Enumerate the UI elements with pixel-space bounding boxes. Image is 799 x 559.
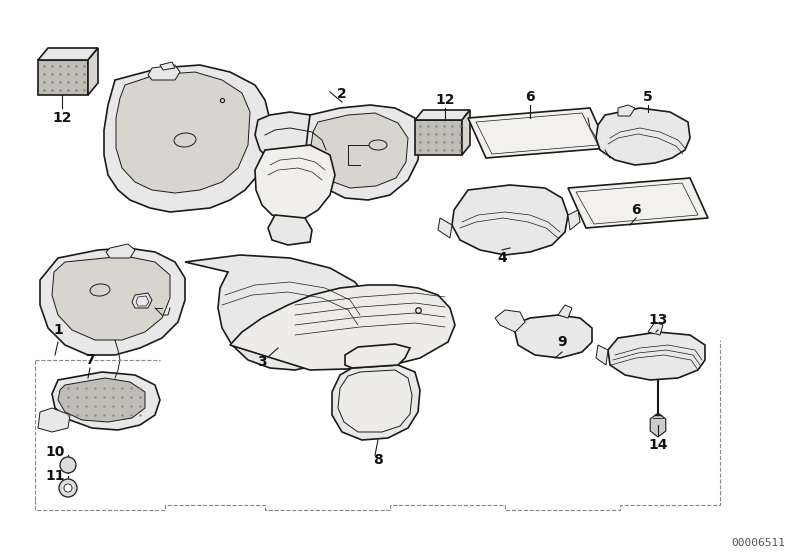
- Text: 6: 6: [525, 90, 535, 104]
- Polygon shape: [596, 108, 690, 165]
- Polygon shape: [185, 255, 368, 370]
- Polygon shape: [40, 248, 185, 355]
- Polygon shape: [495, 310, 525, 332]
- Text: 3: 3: [257, 355, 267, 369]
- Text: 12: 12: [435, 93, 455, 107]
- Text: 4: 4: [497, 251, 507, 265]
- Polygon shape: [132, 293, 152, 308]
- Polygon shape: [608, 332, 705, 380]
- Polygon shape: [38, 60, 88, 95]
- Polygon shape: [311, 113, 408, 188]
- Polygon shape: [650, 413, 666, 437]
- Polygon shape: [415, 120, 462, 155]
- Polygon shape: [52, 372, 160, 430]
- Text: 00006511: 00006511: [731, 538, 785, 548]
- Polygon shape: [306, 105, 420, 200]
- Polygon shape: [332, 365, 420, 440]
- Text: 14: 14: [648, 438, 668, 452]
- Polygon shape: [338, 370, 412, 432]
- Polygon shape: [255, 112, 330, 170]
- Polygon shape: [462, 110, 470, 155]
- Text: 2: 2: [337, 87, 347, 101]
- Polygon shape: [148, 65, 180, 80]
- Polygon shape: [160, 62, 175, 70]
- Polygon shape: [452, 185, 568, 255]
- Polygon shape: [38, 48, 98, 60]
- Polygon shape: [58, 378, 145, 422]
- Polygon shape: [468, 108, 608, 158]
- Polygon shape: [230, 285, 455, 370]
- Polygon shape: [415, 110, 470, 120]
- Polygon shape: [116, 72, 250, 193]
- Polygon shape: [515, 315, 592, 358]
- Polygon shape: [38, 408, 70, 432]
- Polygon shape: [568, 178, 708, 228]
- Polygon shape: [648, 322, 663, 335]
- Circle shape: [59, 479, 77, 497]
- Circle shape: [60, 457, 76, 473]
- Text: 1: 1: [53, 323, 63, 337]
- Polygon shape: [568, 210, 580, 230]
- Polygon shape: [268, 215, 312, 245]
- Polygon shape: [438, 218, 452, 238]
- Text: 9: 9: [557, 335, 566, 349]
- Polygon shape: [618, 105, 635, 116]
- Text: 7: 7: [85, 353, 95, 367]
- Polygon shape: [345, 344, 410, 368]
- Polygon shape: [106, 244, 135, 258]
- Polygon shape: [558, 305, 572, 318]
- Text: 8: 8: [373, 453, 383, 467]
- Polygon shape: [52, 256, 170, 340]
- Text: 10: 10: [46, 445, 65, 459]
- Text: 6: 6: [631, 203, 641, 217]
- Text: 11: 11: [46, 469, 65, 483]
- Polygon shape: [255, 145, 335, 220]
- Polygon shape: [88, 48, 98, 95]
- Text: 12: 12: [52, 111, 72, 125]
- Text: 5: 5: [643, 90, 653, 104]
- Polygon shape: [104, 65, 270, 212]
- Text: 13: 13: [648, 313, 668, 327]
- Circle shape: [64, 484, 72, 492]
- Polygon shape: [596, 345, 608, 365]
